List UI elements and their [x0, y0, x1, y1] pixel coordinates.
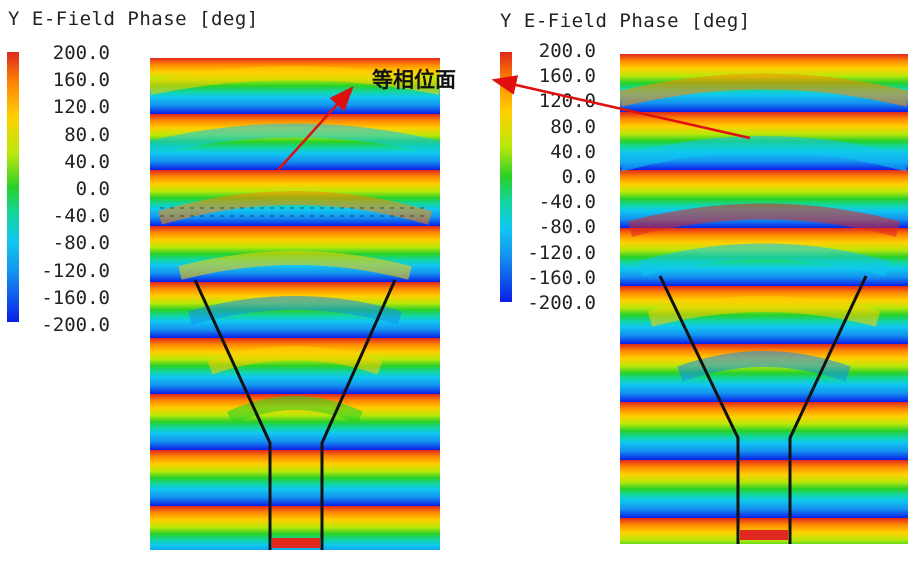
- colorbar-tick-label: -120.0: [527, 241, 596, 264]
- colorbar-tick-label: -160.0: [527, 266, 596, 289]
- colorbar-tick-label: -160.0: [41, 286, 110, 309]
- colorbar-tick-label: 40.0: [550, 140, 596, 163]
- colorbar-tick-label: 80.0: [64, 123, 110, 146]
- colorbar-tick-label: 160.0: [52, 69, 110, 92]
- left-colorbar: [7, 52, 19, 322]
- right-phase-field: [620, 54, 908, 544]
- colorbar-tick-label: -120.0: [41, 259, 110, 282]
- colorbar-tick-label: 200.0: [52, 42, 110, 64]
- left-phase-field: [150, 58, 440, 550]
- colorbar-tick-label: 200.0: [538, 40, 596, 62]
- left-plot-title: Y E-Field Phase [deg]: [8, 8, 259, 30]
- right-plot-panel: Y E-Field Phase [deg] 200.0 160.0 120.0 80.…: [460, 0, 923, 579]
- colorbar-tick-label: 40.0: [64, 150, 110, 173]
- colorbar-tick-label: 120.0: [52, 96, 110, 119]
- colorbar-tick-label: 0.0: [75, 178, 110, 200]
- colorbar-tick-label: -200.0: [527, 292, 596, 314]
- colorbar-tick-label: 120.0: [538, 90, 596, 113]
- right-plot-title: Y E-Field Phase [deg]: [500, 10, 751, 32]
- colorbar-tick-label: 160.0: [538, 65, 596, 88]
- colorbar-tick-label: -80.0: [538, 216, 596, 239]
- colorbar-tick-label: -40.0: [52, 205, 110, 228]
- annotation-label: 等相位面: [372, 68, 456, 92]
- colorbar-tick-label: -40.0: [538, 191, 596, 214]
- colorbar-tick-label: 0.0: [561, 166, 596, 188]
- colorbar-tick-label: 80.0: [550, 115, 596, 138]
- colorbar-tick-label: -80.0: [52, 232, 110, 255]
- colorbar-tick-label: -200.0: [41, 314, 110, 336]
